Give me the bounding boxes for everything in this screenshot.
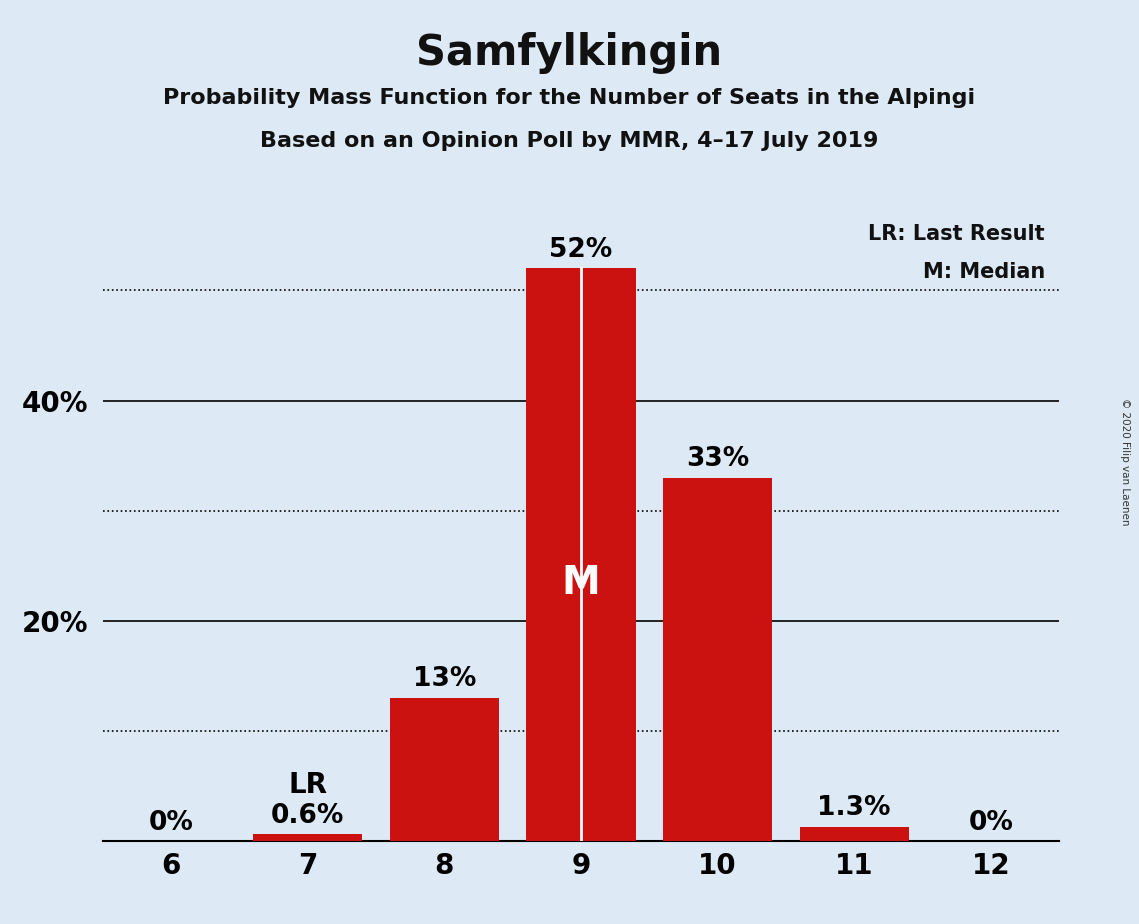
Bar xyxy=(390,698,499,841)
Bar xyxy=(526,269,636,841)
Text: Based on an Opinion Poll by MMR, 4–17 July 2019: Based on an Opinion Poll by MMR, 4–17 Ju… xyxy=(261,131,878,152)
Text: 13%: 13% xyxy=(412,666,476,692)
Text: 33%: 33% xyxy=(686,446,749,472)
Text: 0%: 0% xyxy=(968,810,1014,836)
Bar xyxy=(800,827,909,841)
Text: LR: Last Result: LR: Last Result xyxy=(868,224,1044,244)
Text: M: M xyxy=(562,565,600,602)
Text: M: Median: M: Median xyxy=(923,261,1044,282)
Text: 0%: 0% xyxy=(148,810,194,836)
Text: 0.6%: 0.6% xyxy=(271,803,344,829)
Text: Samfylkingin: Samfylkingin xyxy=(417,32,722,74)
Text: © 2020 Filip van Laenen: © 2020 Filip van Laenen xyxy=(1120,398,1130,526)
Bar xyxy=(663,478,772,841)
Text: LR: LR xyxy=(288,771,327,799)
Text: Probability Mass Function for the Number of Seats in the Alpingi: Probability Mass Function for the Number… xyxy=(163,88,976,108)
Text: 1.3%: 1.3% xyxy=(818,795,891,821)
Text: 52%: 52% xyxy=(549,237,613,263)
Bar xyxy=(253,834,362,841)
